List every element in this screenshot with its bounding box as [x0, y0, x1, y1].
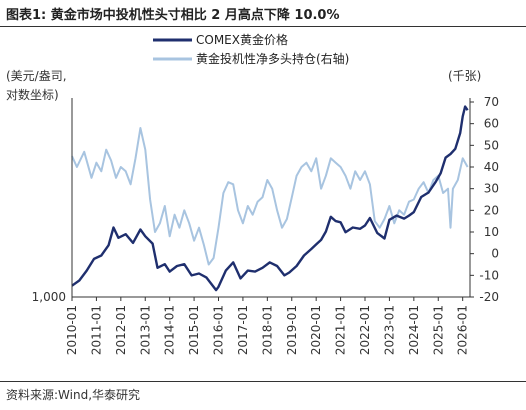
- x-axis-tick-label: 2026-01: [456, 305, 470, 355]
- right-axis-tick-label: 30: [484, 182, 499, 196]
- x-axis-tick-label: 2011-01: [89, 305, 103, 355]
- left-axis-tick-label: 1,000: [32, 290, 66, 304]
- right-axis-label: (千张): [448, 69, 481, 83]
- source-note: 资料来源:Wind,华泰研究: [6, 388, 141, 402]
- right-axis-tick-label: 0: [491, 247, 499, 261]
- x-axis-tick-label: 2019-01: [285, 305, 299, 355]
- x-axis-tick-label: 2014-01: [163, 305, 177, 355]
- right-axis-tick-label: 70: [484, 95, 499, 109]
- series-line-position: [71, 127, 469, 266]
- axis-layer: 1,000 70 60 50 40 30 20 10 0 -10 -20 2010-01 2011-01…: [32, 95, 499, 355]
- legend-label-price: COMEX黄金价格: [196, 32, 288, 47]
- left-axis-label-line2: 对数坐标): [6, 87, 59, 102]
- left-axis-label-line1: (美元/盎司,: [6, 69, 67, 83]
- x-axis-tick-label: 2016-01: [212, 305, 226, 355]
- title-divider: [0, 26, 526, 27]
- chart-title: 图表1: 黄金市场中投机性头寸相比 2 月高点下降 10.0%: [6, 8, 340, 23]
- x-axis-tick-label: 2013-01: [138, 305, 152, 355]
- right-axis-tick-label: -10: [479, 268, 499, 282]
- right-axis-tick-label: 20: [484, 203, 499, 217]
- x-axis-tick-label: 2022-01: [358, 305, 372, 355]
- x-axis-tick-label: 2017-01: [236, 305, 250, 355]
- x-axis-tick-label: 2024-01: [407, 305, 421, 355]
- x-axis-tick-label: 2020-01: [309, 305, 323, 355]
- legend: COMEX黄金价格 黄金投机性净多头持仓(右轴): [153, 32, 349, 66]
- x-axis-tick-label: 2012-01: [114, 305, 128, 355]
- right-axis-tick-label: -20: [479, 290, 499, 304]
- right-axis-tick-label: 10: [484, 225, 499, 239]
- right-axis-tick-label: 60: [484, 117, 499, 131]
- right-axis-tick-label: 40: [484, 160, 499, 174]
- series-line-price: [71, 105, 469, 292]
- x-axis-tick-label: 2015-01: [187, 305, 201, 355]
- legend-label-position: 黄金投机性净多头持仓(右轴): [196, 51, 349, 66]
- right-axis-tick-label: 50: [484, 138, 499, 152]
- x-axis-tick-label: 2010-01: [65, 305, 79, 355]
- x-axis-tick-label: 2023-01: [382, 305, 396, 355]
- x-axis-tick-label: 2018-01: [260, 305, 274, 355]
- x-axis-tick-label: 2021-01: [334, 305, 348, 355]
- source-divider: [0, 381, 526, 382]
- x-axis-tick-label: 2025-01: [431, 305, 445, 355]
- series-layer: [71, 105, 469, 292]
